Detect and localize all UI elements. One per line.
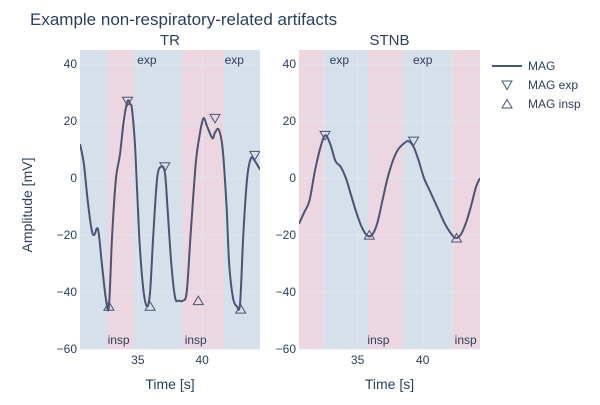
exp-band	[323, 50, 369, 349]
phase-label: insp	[185, 333, 207, 347]
insp-band	[299, 50, 324, 349]
x-axis-label: Time [s]	[145, 376, 194, 392]
legend-label: MAG	[528, 59, 555, 73]
insp-marker	[192, 295, 205, 306]
insp-band	[107, 50, 134, 349]
x-tick-label: 35	[351, 353, 365, 367]
y-tick-label: −60	[276, 342, 297, 356]
legend: MAG MAG exp MAG insp	[492, 59, 581, 111]
exp-marker	[158, 162, 171, 173]
series-line	[80, 99, 260, 312]
insp-marker	[103, 300, 115, 311]
phase-label: exp	[330, 53, 350, 67]
y-tick-label: −40	[276, 285, 297, 299]
y-tick-label: −40	[57, 285, 78, 299]
exp-band	[224, 50, 260, 349]
y-tick-label: 20	[283, 114, 297, 128]
phase-label: insp	[455, 333, 477, 347]
phase-label: insp	[367, 333, 389, 347]
x-tick-label: 40	[195, 353, 209, 367]
exp-marker	[407, 136, 420, 147]
phase-label: exp	[413, 53, 433, 67]
insp-marker	[234, 303, 247, 314]
insp-marker	[144, 300, 156, 311]
plot-area	[80, 96, 260, 314]
legend-item: MAG exp	[501, 78, 578, 92]
y-tick-label: 0	[70, 171, 77, 185]
insp-band	[182, 50, 224, 349]
exp-band	[80, 50, 107, 349]
plot-area	[299, 130, 480, 243]
phase-label: insp	[108, 333, 130, 347]
legend-item: MAG insp	[501, 97, 581, 111]
triangle-up-symbol	[501, 98, 513, 109]
y-tick-label: 20	[64, 114, 78, 128]
triangle-down-symbol	[501, 80, 513, 91]
y-tick-label: −60	[57, 342, 78, 356]
exp-marker	[121, 96, 134, 107]
exp-band	[134, 50, 183, 349]
insp-marker	[363, 229, 376, 240]
subplot-title: TR	[160, 32, 180, 49]
y-axis-label: Amplitude [mV]	[19, 158, 35, 253]
phase-label: exp	[225, 53, 245, 67]
y-tick-label: 40	[64, 57, 78, 71]
series-line	[299, 134, 480, 240]
exp-band	[403, 50, 453, 349]
legend-label: MAG exp	[528, 78, 578, 92]
subplot-title: STNB	[369, 32, 409, 49]
y-tick-label: 40	[283, 57, 297, 71]
exp-marker	[248, 150, 260, 161]
phase-label: exp	[137, 53, 157, 67]
legend-item: MAG	[492, 59, 555, 73]
chart-title: Example non-respiratory-related artifact…	[30, 10, 337, 29]
insp-band	[368, 50, 404, 349]
exp-marker	[209, 113, 221, 124]
y-tick-label: 0	[289, 171, 296, 185]
insp-marker	[450, 232, 463, 243]
insp-band	[452, 50, 480, 349]
y-tick-label: −20	[57, 228, 78, 242]
legend-label: MAG insp	[528, 97, 581, 111]
exp-marker	[319, 130, 331, 141]
x-axis-label: Time [s]	[365, 376, 414, 392]
y-tick-label: −20	[276, 228, 297, 242]
x-tick-label: 40	[416, 353, 430, 367]
x-tick-label: 35	[131, 353, 145, 367]
